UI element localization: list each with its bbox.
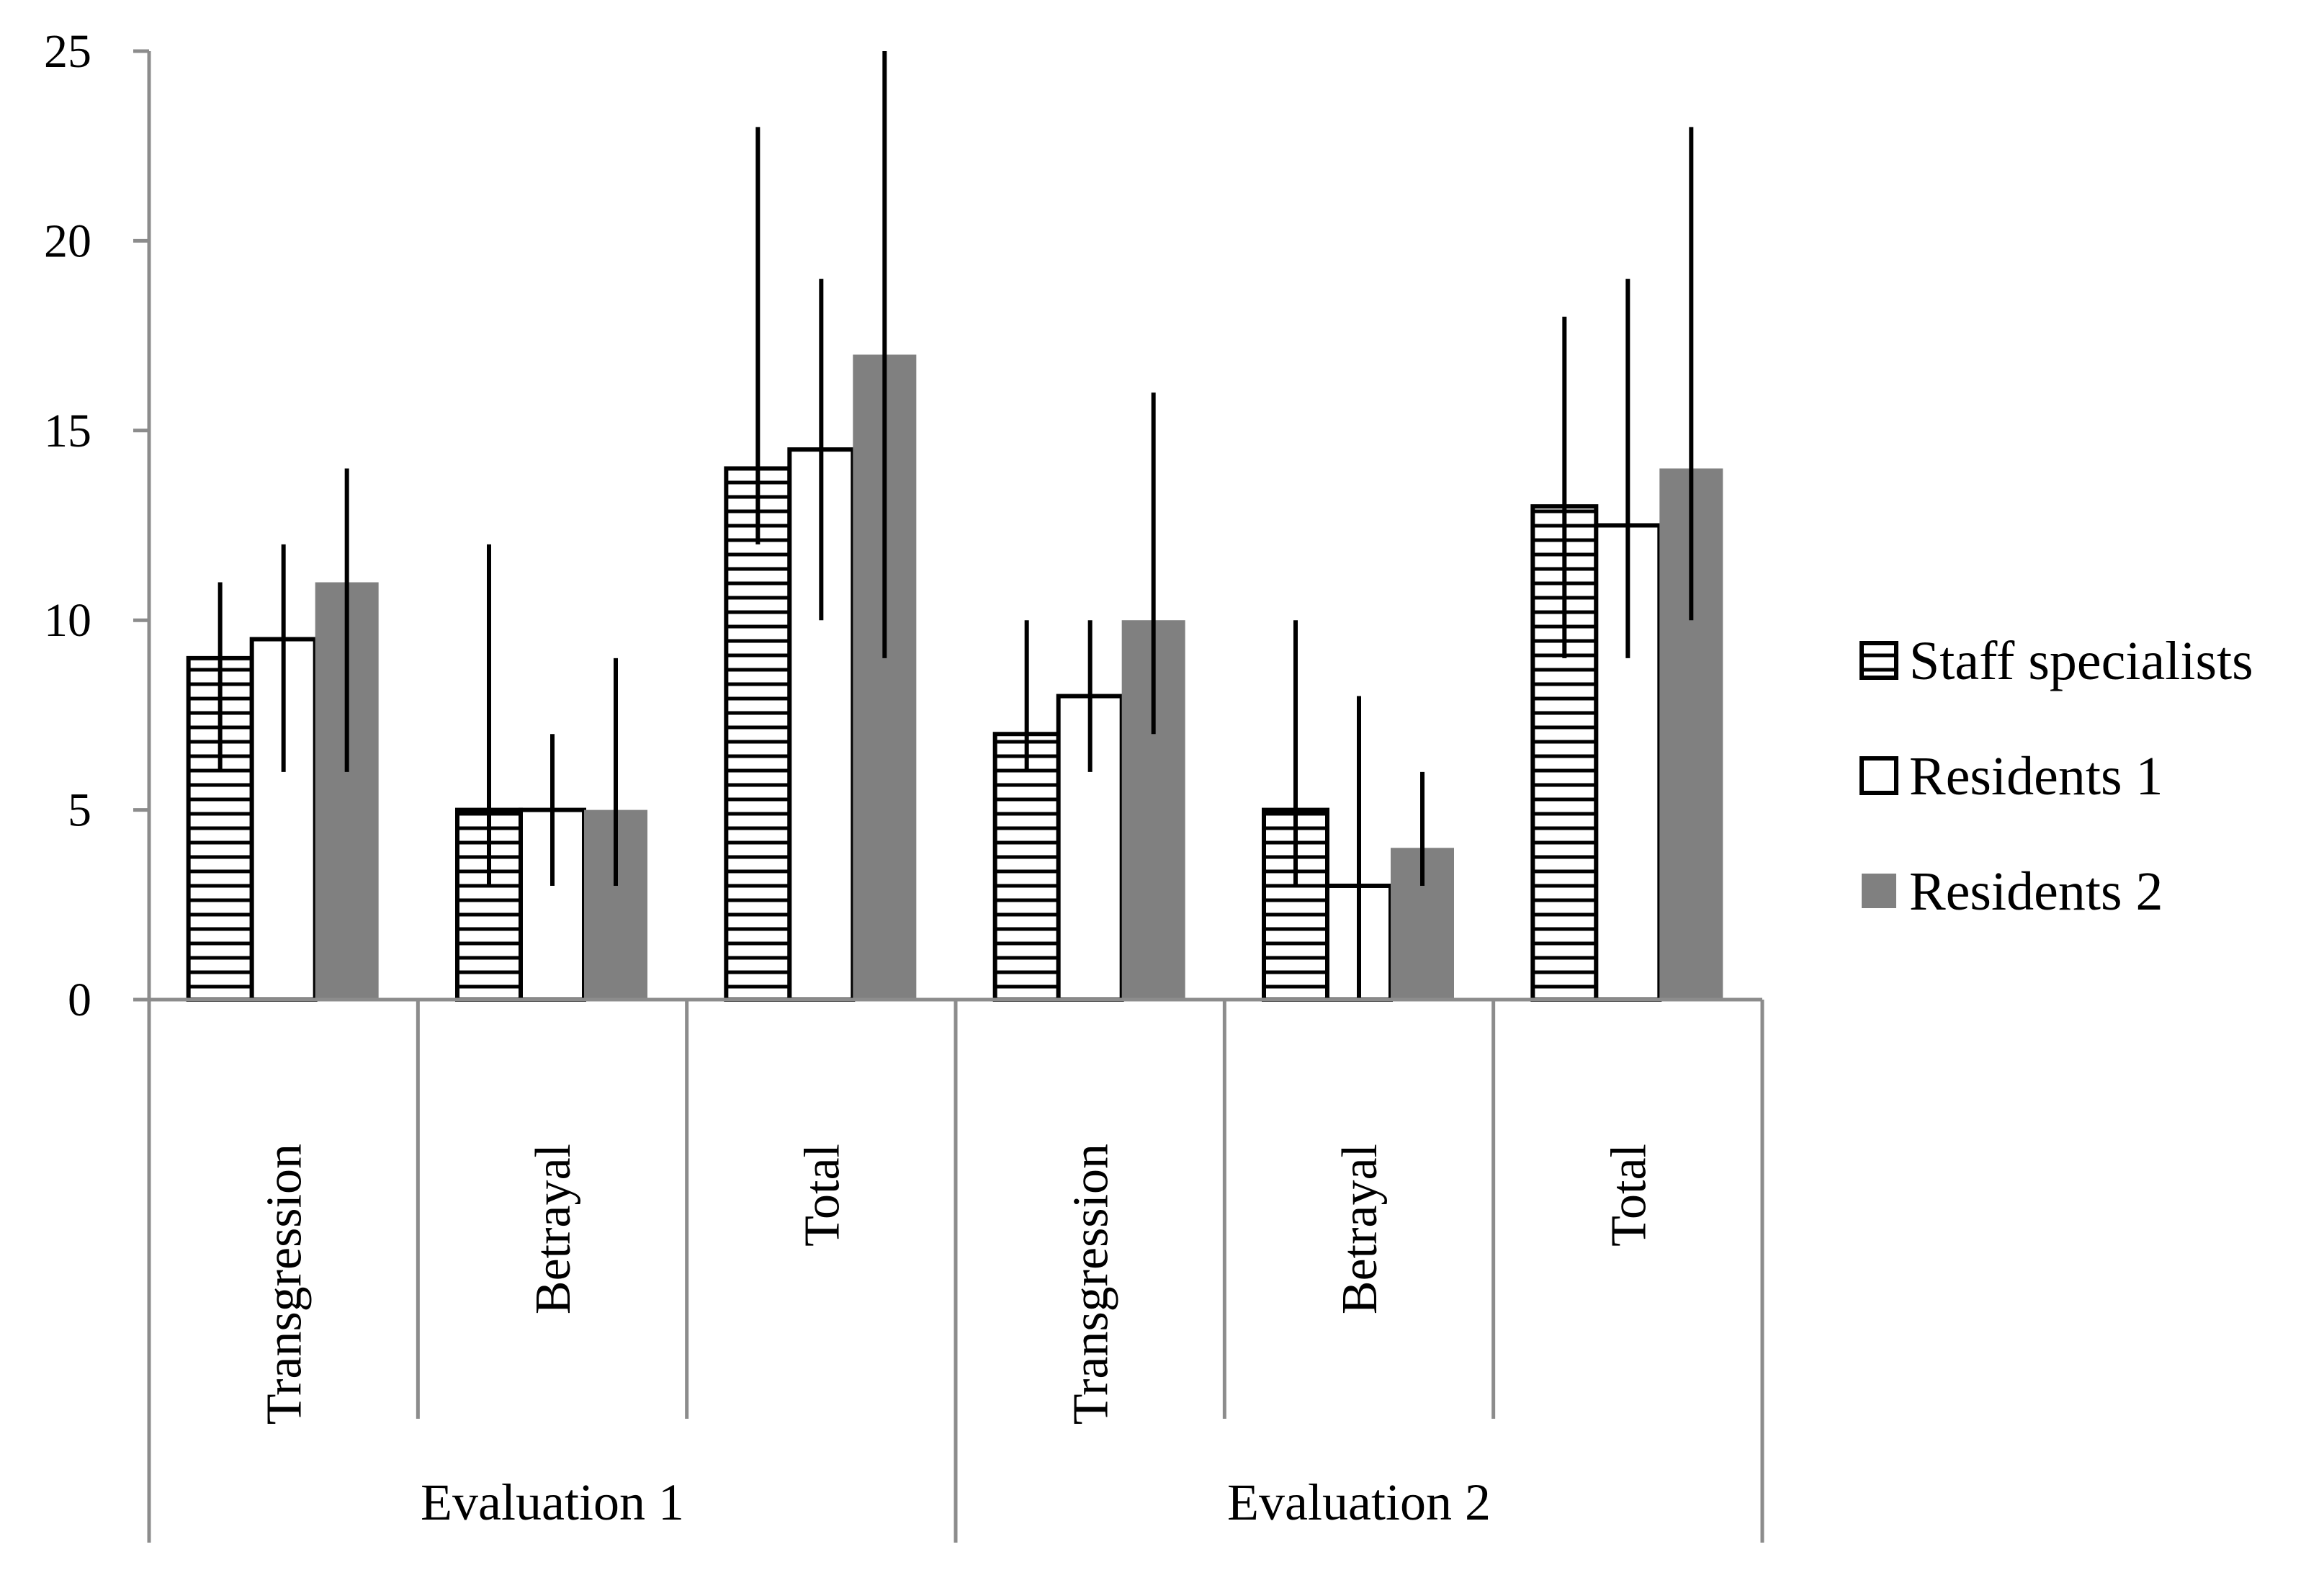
group-label: Evaluation 1 xyxy=(421,1473,684,1531)
legend-label: Residents 2 xyxy=(1909,861,2163,922)
x-tick-label: Betrayal xyxy=(1332,1144,1388,1314)
y-tick-label: 20 xyxy=(44,215,91,267)
plot-area: 0 5 10 15 20 25 Transgression Betrayal Total Tran… xyxy=(44,25,1764,1543)
legend: Staff specialists Residents 1 Residents 2 xyxy=(1859,631,2253,922)
legend-swatch xyxy=(1862,874,1896,908)
legend-label: Residents 1 xyxy=(1909,746,2163,807)
legend-swatch xyxy=(1859,756,1898,795)
x-tick-label: Transgression xyxy=(1064,1144,1119,1425)
legend-swatch xyxy=(1859,641,1898,680)
bar xyxy=(992,732,1061,1002)
y-tick-label: 0 xyxy=(68,974,91,1026)
y-tick-label: 25 xyxy=(44,25,91,78)
x-tick-label: Transgression xyxy=(257,1144,313,1425)
y-tick-label: 5 xyxy=(68,784,91,837)
x-tick-label: Total xyxy=(1601,1144,1656,1247)
y-tick-label: 10 xyxy=(44,594,91,647)
legend-label: Staff specialists xyxy=(1909,631,2253,691)
group-label: Evaluation 2 xyxy=(1227,1473,1491,1531)
bar xyxy=(724,466,792,1002)
x-tick-label: Total xyxy=(794,1144,850,1247)
x-tick-label: Betrayal xyxy=(526,1144,581,1314)
y-tick-label: 15 xyxy=(44,405,91,457)
